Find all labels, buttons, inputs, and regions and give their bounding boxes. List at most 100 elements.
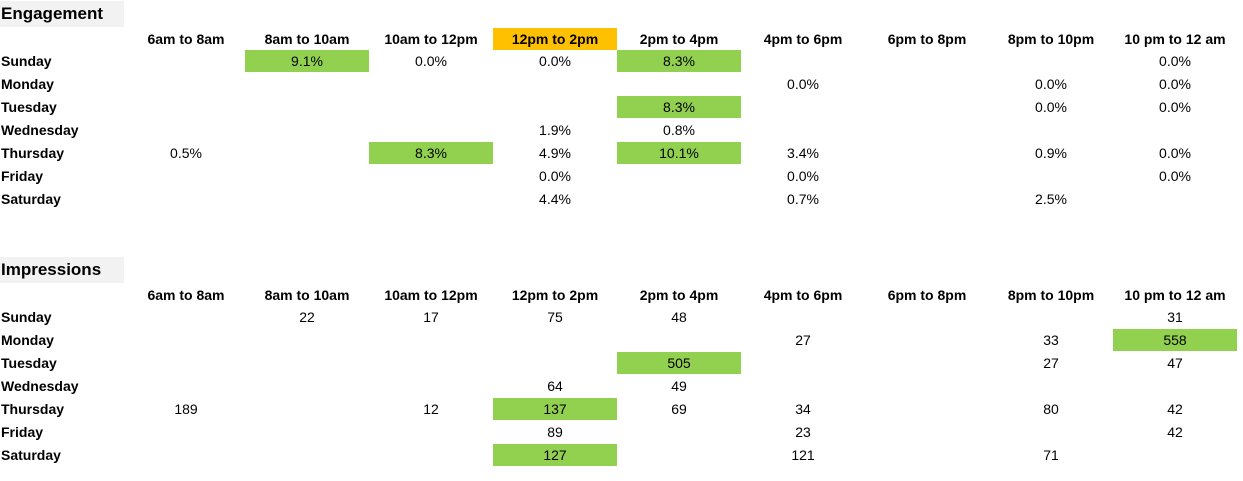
data-cell [124, 352, 248, 374]
row-label-saturday: Saturday [1, 191, 61, 207]
data-cell: 137 [493, 398, 617, 420]
data-cell: 0.0% [1035, 99, 1067, 115]
data-cell: 127 [493, 444, 617, 466]
row-label-monday: Monday [1, 332, 54, 348]
data-cell: 0.9% [1035, 145, 1067, 161]
data-cell [124, 119, 248, 141]
data-cell [493, 96, 617, 118]
data-cell [617, 188, 741, 210]
data-cell: 4.9% [539, 145, 571, 161]
data-cell: 189 [174, 401, 198, 417]
column-header-8pm-to-10pm: 8pm to 10pm [1007, 31, 1095, 47]
data-cell: 80 [1043, 401, 1059, 417]
data-cell [741, 96, 865, 118]
data-cell [865, 165, 989, 187]
data-cell: 12 [423, 401, 439, 417]
data-cell: 27 [1043, 355, 1059, 371]
data-cell [865, 50, 989, 72]
data-cell: 8.3% [617, 96, 741, 118]
data-cell [741, 306, 865, 328]
data-cell [617, 165, 741, 187]
data-cell: 10.1% [617, 142, 741, 164]
row-label-sunday: Sunday [1, 53, 52, 69]
data-cell [369, 444, 493, 466]
data-cell [369, 375, 493, 397]
column-header-6am-to-8am: 6am to 8am [147, 287, 225, 303]
data-cell [124, 329, 248, 351]
row-label-monday: Monday [1, 76, 54, 92]
data-cell [124, 421, 248, 443]
row-label-wednesday: Wednesday [1, 378, 79, 394]
data-cell [369, 165, 493, 187]
data-cell [124, 165, 248, 187]
data-cell [1113, 119, 1237, 141]
data-cell: 505 [617, 352, 741, 374]
data-cell: 9.1% [245, 50, 369, 72]
data-cell [369, 96, 493, 118]
data-cell [245, 398, 369, 420]
data-cell: 33 [1043, 332, 1059, 348]
data-cell [245, 142, 369, 164]
data-cell [741, 352, 865, 374]
data-cell [369, 73, 493, 95]
column-header-8am-to-10am: 8am to 10am [264, 287, 350, 303]
data-cell [989, 119, 1113, 141]
column-header-12pm-to-2pm: 12pm to 2pm [493, 28, 617, 50]
data-cell [124, 375, 248, 397]
data-cell: 0.8% [663, 122, 695, 138]
data-cell [245, 444, 369, 466]
column-header-10am-to-12pm: 10am to 12pm [384, 287, 478, 303]
data-cell [865, 306, 989, 328]
data-cell: 48 [671, 309, 687, 325]
data-cell: 71 [1043, 447, 1059, 463]
data-cell [865, 444, 989, 466]
data-cell [124, 96, 248, 118]
data-cell: 75 [547, 309, 563, 325]
data-cell: 0.0% [1159, 76, 1191, 92]
data-cell: 0.0% [1035, 76, 1067, 92]
data-cell [245, 165, 369, 187]
data-cell: 8.3% [617, 50, 741, 72]
data-cell [245, 375, 369, 397]
column-header-10-pm-to-12-am: 10 pm to 12 am [1124, 287, 1226, 303]
data-cell [245, 188, 369, 210]
data-cell [124, 73, 248, 95]
data-cell [369, 329, 493, 351]
data-cell: 47 [1167, 355, 1183, 371]
data-cell [741, 375, 865, 397]
data-cell [617, 444, 741, 466]
row-label-tuesday: Tuesday [1, 99, 57, 115]
data-cell [369, 188, 493, 210]
data-cell [865, 329, 989, 351]
data-cell: 0.0% [1159, 53, 1191, 69]
data-cell [245, 73, 369, 95]
column-header-10-pm-to-12-am: 10 pm to 12 am [1124, 31, 1226, 47]
data-cell [124, 50, 248, 72]
data-cell: 23 [795, 424, 811, 440]
section-title: Impressions [0, 257, 124, 283]
row-label-saturday: Saturday [1, 447, 61, 463]
data-cell [865, 352, 989, 374]
data-cell [741, 50, 865, 72]
data-cell: 42 [1167, 401, 1183, 417]
data-cell: 0.0% [1159, 145, 1191, 161]
data-cell [989, 50, 1113, 72]
column-header-8pm-to-10pm: 8pm to 10pm [1007, 287, 1095, 303]
data-cell: 34 [795, 401, 811, 417]
row-label-friday: Friday [1, 168, 44, 184]
data-cell: 64 [547, 378, 563, 394]
data-cell [865, 375, 989, 397]
data-cell [865, 96, 989, 118]
data-cell: 2.5% [1035, 191, 1067, 207]
data-cell [865, 142, 989, 164]
data-cell [245, 352, 369, 374]
data-cell [865, 119, 989, 141]
column-header-12pm-to-2pm: 12pm to 2pm [511, 287, 599, 303]
column-header-8am-to-10am: 8am to 10am [264, 31, 350, 47]
row-label-thursday: Thursday [1, 401, 65, 417]
row-label-tuesday: Tuesday [1, 355, 57, 371]
data-cell [617, 329, 741, 351]
column-header-6pm-to-8pm: 6pm to 8pm [887, 31, 967, 47]
data-cell [245, 329, 369, 351]
data-cell [245, 421, 369, 443]
